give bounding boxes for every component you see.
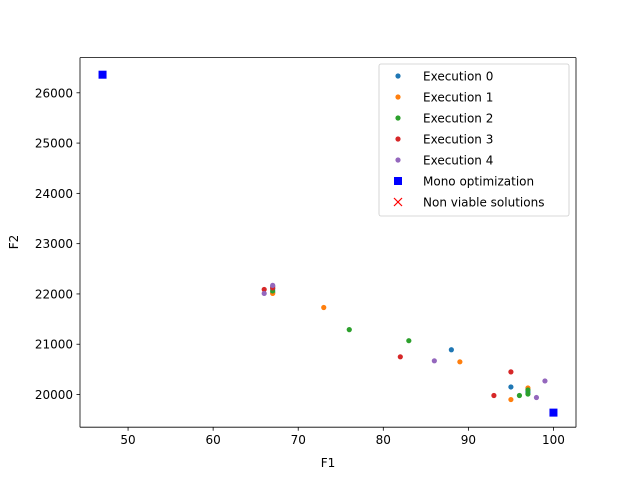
data-point-series-4-3: [533, 394, 540, 401]
data-point-series-2-2: [406, 338, 412, 344]
y-tick-label: 24000: [35, 187, 73, 201]
data-point-series-2-1: [346, 327, 352, 333]
axes-frame: [79, 57, 577, 428]
legend-marker-2: [395, 115, 401, 121]
data-point-series-1-1: [321, 304, 327, 311]
data-points: [98, 70, 558, 417]
legend-marker-0: [395, 73, 401, 79]
data-point-series-1-2: [457, 359, 463, 365]
data-point-series-4-4: [542, 378, 548, 384]
y-tick-label: 22000: [35, 287, 73, 301]
legend-label-2: Execution 2: [423, 112, 493, 126]
legend-marker-3: [395, 136, 401, 142]
data-point-series-1-3: [508, 396, 514, 403]
x-tick-label: 50: [120, 433, 135, 447]
legend-label-1: Execution 1: [423, 91, 493, 105]
y-axis-ticks: 20000 21000 22000 23000 24000 25000 26000: [35, 86, 80, 402]
y-tick-label: 20000: [35, 388, 73, 402]
y-tick-label: 26000: [35, 86, 73, 100]
legend-marker-5: [394, 177, 402, 185]
legend-label-4: Execution 4: [423, 154, 493, 168]
data-point-series-3-0: [261, 286, 267, 293]
legend-marker-4: [395, 157, 401, 163]
x-tick-label: 70: [291, 433, 306, 447]
x-tick-label: 60: [206, 433, 221, 447]
legend: Execution 0 Execution 1 Execution 2 Executi…: [378, 63, 570, 217]
data-point-series-0-3: [448, 347, 454, 353]
x-axis-ticks: 50 60 70 80 90 100: [120, 427, 565, 447]
data-point-series-4-0: [261, 290, 267, 297]
legend-label-3: Execution 3: [423, 133, 493, 147]
legend-marker-6: [393, 197, 403, 207]
legend-label-6: Non viable solutions: [423, 196, 544, 210]
y-tick-label: 23000: [35, 237, 73, 251]
x-tick-label: 90: [461, 433, 476, 447]
data-point-series-4-1: [270, 282, 276, 288]
data-point-series-0-4: [508, 384, 514, 390]
x-axis-label: F1: [321, 456, 336, 470]
data-point-series-5-0: [98, 70, 107, 79]
legend-label-0: Execution 0: [423, 70, 493, 84]
data-point-series-2-5: [525, 387, 531, 393]
x-tick-label: 100: [542, 433, 565, 447]
y-axis-label: F2: [7, 235, 21, 250]
data-point-series-2-4: [525, 391, 531, 397]
data-point-series-5-1: [549, 408, 558, 417]
legend-marker-1: [395, 94, 401, 100]
data-point-series-3-2: [397, 354, 403, 360]
y-tick-label: 25000: [35, 137, 73, 151]
data-point-series-3-4: [508, 369, 514, 375]
legend-label-5: Mono optimization: [423, 175, 534, 189]
legend-box: [378, 63, 570, 217]
data-point-series-2-3: [516, 392, 523, 399]
y-tick-label: 21000: [35, 338, 73, 352]
data-point-series-3-3: [491, 392, 497, 399]
data-point-series-4-2: [431, 358, 437, 364]
x-tick-label: 80: [376, 433, 391, 447]
